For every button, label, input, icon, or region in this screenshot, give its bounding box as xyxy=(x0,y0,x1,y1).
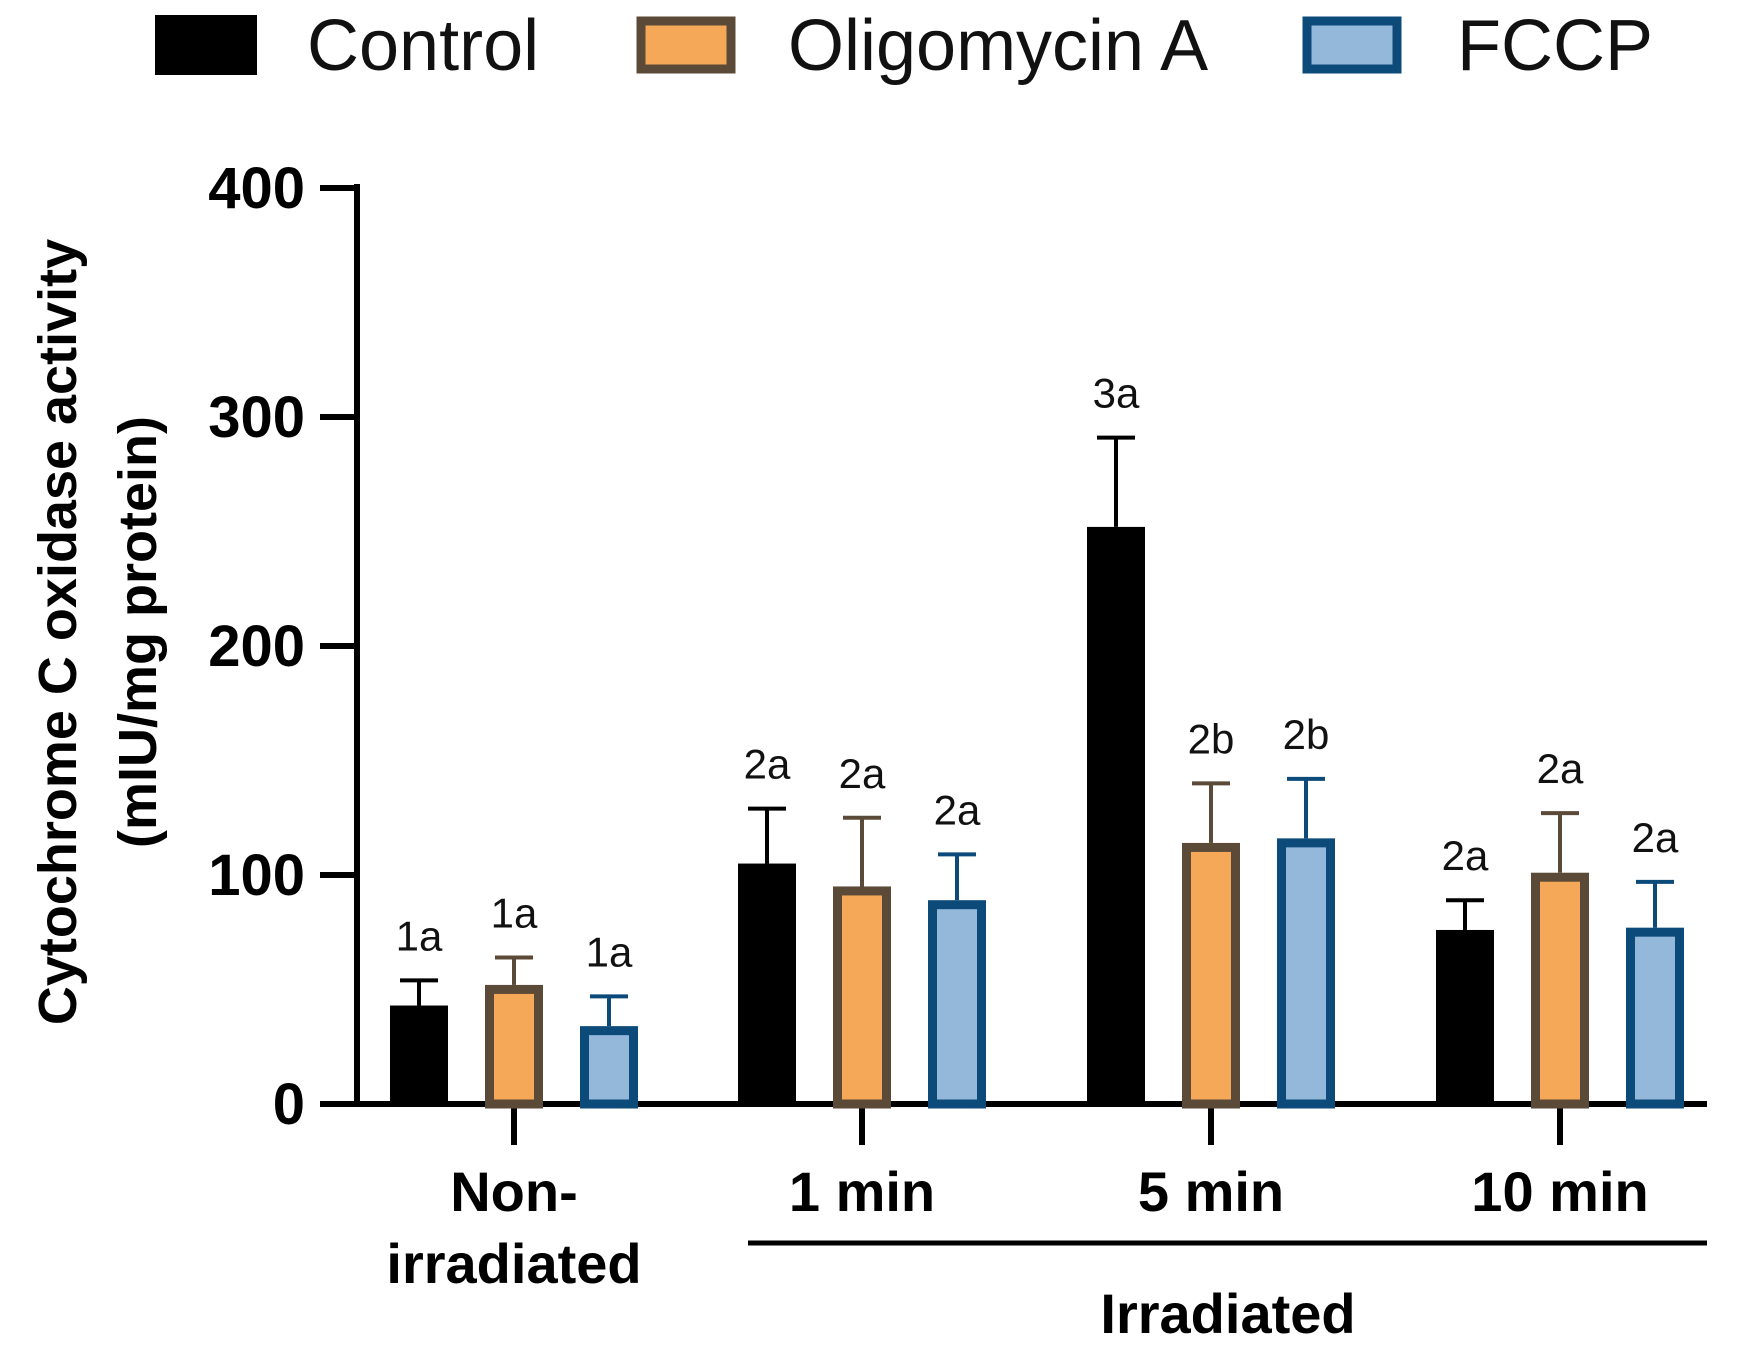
x-ticks xyxy=(511,1104,1563,1145)
error-bars xyxy=(400,435,1674,1027)
annotation-0-1: 2a xyxy=(744,741,791,788)
annotation-1-1: 2a xyxy=(839,750,886,797)
bar-0-0 xyxy=(390,1005,448,1104)
category-label-2-line1: 5 min xyxy=(1138,1160,1284,1223)
bar-2-1 xyxy=(928,900,986,1109)
category-label-1-line1: 1 min xyxy=(789,1160,935,1223)
bar-2-0 xyxy=(580,1026,638,1109)
annotation-2-0: 1a xyxy=(586,928,633,975)
annotation-1-3: 2a xyxy=(1537,745,1584,792)
annotation-2-2: 2b xyxy=(1283,711,1330,758)
category-label-3-line1: 10 min xyxy=(1471,1160,1648,1223)
annotation-1-2: 2b xyxy=(1188,715,1235,762)
legend-swatch-fccp xyxy=(1302,16,1402,74)
y-axis-label-line2: (mIU/mg protein) xyxy=(108,416,168,848)
y-tick-label-100: 100 xyxy=(208,843,305,908)
annotation-0-2: 3a xyxy=(1093,370,1140,417)
legend-swatch-oligomycin-a xyxy=(636,16,736,74)
legend-label-fccp: FCCP xyxy=(1457,6,1653,86)
category-label-0-line2: irradiated xyxy=(386,1232,641,1295)
annotation-2-1: 2a xyxy=(934,786,981,833)
annotation-1-0: 1a xyxy=(491,889,538,936)
annotation-0-3: 2a xyxy=(1442,832,1489,879)
bar-0-3 xyxy=(1436,929,1494,1104)
annotations: 1a 2a 3a 2a 1a 2a 2b 2a 1a 2a 2b 2a xyxy=(396,370,1679,976)
y-tick-label-0: 0 xyxy=(273,1072,305,1137)
bar-1-3 xyxy=(1531,872,1589,1109)
legend: Control Oligomycin A FCCP xyxy=(155,6,1653,86)
bar-1-1 xyxy=(833,886,891,1109)
y-axis-label-line1: Cytochrome C oxidase activity xyxy=(28,239,88,1025)
irradiated-group-label: Irradiated xyxy=(1100,1282,1355,1345)
y-axis-label: Cytochrome C oxidase activity (mIU/mg pr… xyxy=(28,239,168,1025)
bar-1-0 xyxy=(485,984,543,1109)
legend-swatch-control xyxy=(155,15,257,75)
bar-2-2 xyxy=(1277,838,1335,1109)
y-tick-label-300: 300 xyxy=(208,385,305,450)
y-tick-label-400: 400 xyxy=(208,156,305,221)
y-tick-label-200: 200 xyxy=(208,614,305,679)
legend-label-oligomycin-a: Oligomycin A xyxy=(788,6,1208,86)
category-label-0-line1: Non- xyxy=(450,1160,578,1223)
bar-1-2 xyxy=(1182,842,1240,1109)
legend-label-control: Control xyxy=(307,6,539,86)
bar-2-3 xyxy=(1626,927,1684,1109)
bar-0-1 xyxy=(738,863,796,1104)
bars xyxy=(390,526,1684,1109)
bar-0-2 xyxy=(1087,526,1145,1104)
category-labels: Non-irradiated 1 min 5 min 10 min xyxy=(386,1160,1648,1295)
annotation-2-3: 2a xyxy=(1632,814,1679,861)
annotation-0-0: 1a xyxy=(396,912,443,959)
y-ticks: 0 100 200 300 400 xyxy=(208,156,357,1137)
